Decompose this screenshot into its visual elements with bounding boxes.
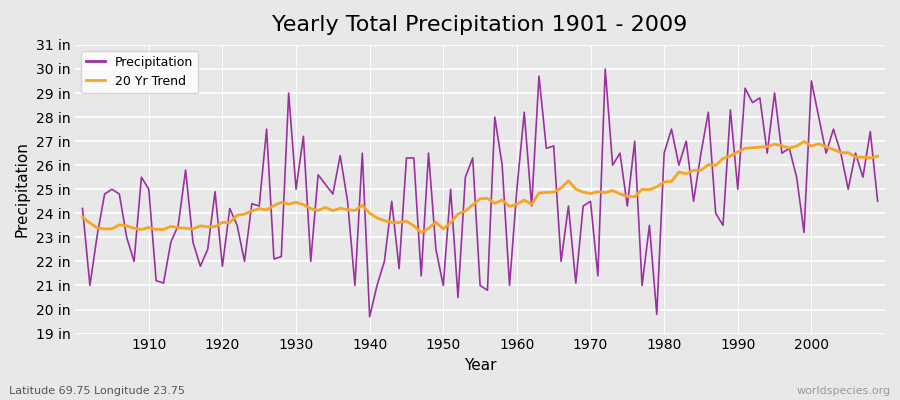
X-axis label: Year: Year [464, 358, 496, 373]
20 Yr Trend [77, 215, 88, 220]
20 Yr Trend [608, 188, 618, 193]
20 Yr Trend [416, 230, 427, 235]
Precipitation [599, 66, 610, 71]
Y-axis label: Precipitation: Precipitation [15, 141, 30, 237]
Precipitation [298, 134, 309, 139]
20 Yr Trend [136, 227, 147, 232]
Precipitation [342, 199, 353, 204]
Precipitation [519, 110, 530, 115]
Line: 20 Yr Trend: 20 Yr Trend [83, 142, 878, 232]
Text: Latitude 69.75 Longitude 23.75: Latitude 69.75 Longitude 23.75 [9, 386, 185, 396]
20 Yr Trend [511, 202, 522, 207]
20 Yr Trend [519, 198, 530, 202]
Precipitation [615, 151, 626, 156]
Precipitation [872, 199, 883, 204]
Title: Yearly Total Precipitation 1901 - 2009: Yearly Total Precipitation 1901 - 2009 [273, 15, 688, 35]
20 Yr Trend [872, 154, 883, 159]
20 Yr Trend [342, 207, 353, 212]
Text: worldspecies.org: worldspecies.org [796, 386, 891, 396]
Precipitation [77, 206, 88, 211]
Precipitation [136, 175, 147, 180]
Legend: Precipitation, 20 Yr Trend: Precipitation, 20 Yr Trend [81, 51, 198, 93]
20 Yr Trend [798, 139, 809, 144]
Line: Precipitation: Precipitation [83, 69, 878, 317]
Precipitation [364, 314, 375, 319]
20 Yr Trend [298, 202, 309, 207]
Precipitation [511, 187, 522, 192]
